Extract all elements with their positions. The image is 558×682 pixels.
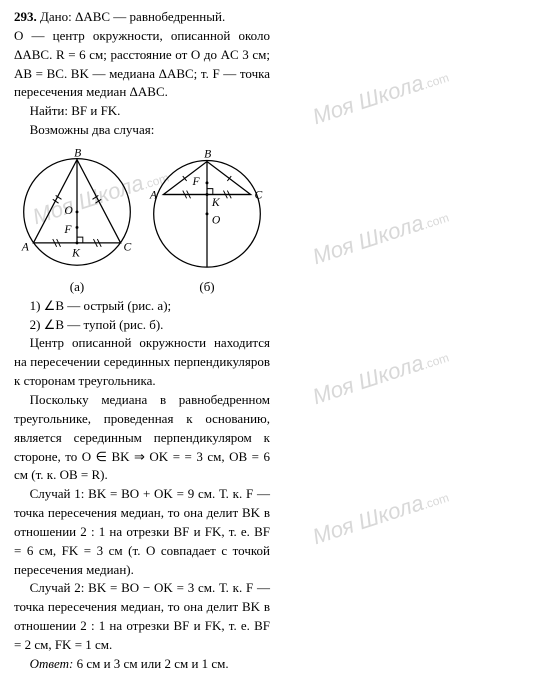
svg-text:C: C [254,188,262,201]
svg-text:F: F [191,175,200,188]
svg-text:A: A [21,241,30,254]
watermark: Моя Школа.com [309,59,453,133]
problem-number: 293. [14,9,37,24]
given-text: 293. Дано: ΔABC — равнобедренный. [14,8,270,27]
cases-intro: Возможны два случая: [14,121,270,140]
svg-text:F: F [63,223,72,236]
caption-a: (а) [14,278,140,297]
watermark: Моя Школа.com [309,339,453,413]
svg-text:A: A [149,188,158,201]
paragraph-1: Центр описанной окружности находится на … [14,334,270,391]
diagram-a: B A C O F K [14,144,140,274]
svg-text:O: O [212,213,221,226]
paragraph-3: Случай 1: BK = BO + OK = 9 см. Т. к. F —… [14,485,270,579]
body-text: O — центр окружности, описанной около ΔA… [14,27,270,102]
answer-label: Ответ: [30,656,74,671]
svg-text:C: C [124,241,132,254]
problem-content: 293. Дано: ΔABC — равнобедренный. O — це… [0,0,280,682]
find-text: Найти: BF и FK. [14,102,270,121]
caption-row: (а) (б) [14,278,270,297]
svg-text:K: K [71,246,81,259]
svg-text:B: B [204,148,211,161]
svg-text:O: O [64,204,73,217]
svg-text:K: K [211,196,221,209]
case-1: 1) ∠B — острый (рис. а); [14,297,270,316]
case-2: 2) ∠B — тупой (рис. б). [14,316,270,335]
watermark: Моя Школа.com [309,199,453,273]
paragraph-2: Поскольку медиана в равнобедренном треуг… [14,391,270,485]
diagram-row: B A C O F K [14,144,270,274]
watermark: Моя Школа.com [309,479,453,553]
answer-line: Ответ: 6 см и 3 см или 2 см и 1 см. [14,655,270,674]
paragraph-4: Случай 2: BK = BO − OK = 3 см. Т. к. F —… [14,579,270,654]
diagram-b: B A C F K O [144,144,270,274]
svg-text:B: B [74,147,81,160]
caption-b: (б) [144,278,270,297]
